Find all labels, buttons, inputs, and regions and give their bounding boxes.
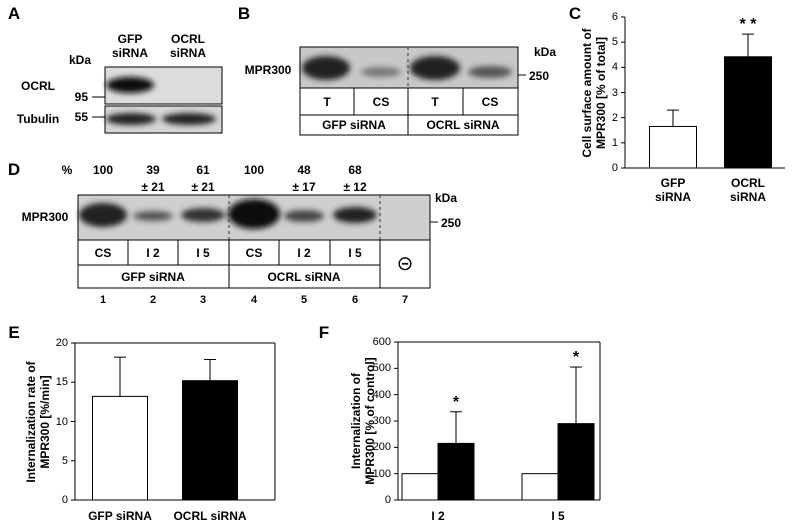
group-label: OCRL siRNA bbox=[267, 270, 341, 284]
panel-label: C bbox=[568, 4, 582, 23]
significance: * bbox=[572, 349, 580, 367]
bar bbox=[182, 380, 238, 501]
percent-sd: ± 21 bbox=[141, 180, 165, 194]
y-tick-label: 200 bbox=[372, 441, 391, 454]
lane-number: 6 bbox=[351, 294, 359, 306]
lane-number: 2 bbox=[149, 294, 157, 306]
y-tick-label: 400 bbox=[372, 388, 391, 401]
lane-number: 1 bbox=[99, 294, 107, 306]
percent-value: 100 bbox=[92, 163, 114, 177]
percent-sd: ± 17 bbox=[292, 180, 316, 194]
percent-value: 39 bbox=[146, 163, 160, 177]
y-tick-label: 5 bbox=[611, 36, 618, 49]
y-tick-label: 15 bbox=[55, 376, 68, 389]
y-axis-label: Cell surface amount of bbox=[580, 27, 594, 158]
percent-value: 48 bbox=[297, 163, 311, 177]
bar bbox=[557, 423, 595, 501]
protein-label: MPR300 bbox=[244, 63, 292, 77]
lane-label: T bbox=[431, 95, 439, 109]
marker-label: 250 bbox=[441, 216, 462, 230]
y-tick-label: 3 bbox=[611, 86, 618, 99]
panel-label: E bbox=[8, 323, 20, 342]
lane-label: CS bbox=[372, 95, 390, 109]
panel-label: A bbox=[7, 4, 21, 23]
protein-label: MPR300 bbox=[21, 210, 69, 224]
row-label: OCRL bbox=[21, 79, 55, 93]
control-label: ⊝ bbox=[396, 253, 414, 275]
percent-label: % bbox=[61, 163, 73, 177]
lane-number: 5 bbox=[300, 294, 308, 306]
lane-number: 4 bbox=[250, 294, 258, 306]
lane-number: 3 bbox=[199, 294, 207, 306]
y-axis-label: MPR300 [%/min] bbox=[38, 374, 52, 469]
row-label: Tubulin bbox=[16, 112, 60, 126]
y-tick-label: 5 bbox=[61, 454, 68, 467]
y-tick-label: 10 bbox=[55, 415, 68, 428]
percent-value: 61 bbox=[196, 163, 210, 177]
x-tick-label: I 2 bbox=[431, 509, 445, 523]
percent-sd: ± 21 bbox=[191, 180, 215, 194]
bar bbox=[92, 395, 148, 501]
marker-label: 95 bbox=[74, 90, 88, 104]
significance: * * bbox=[739, 16, 757, 34]
lane-label: I 5 bbox=[348, 246, 362, 260]
unit-label: kDa bbox=[533, 45, 557, 59]
blot-a bbox=[92, 66, 223, 134]
y-tick-label: 6 bbox=[611, 11, 618, 23]
y-tick-label: 1 bbox=[611, 136, 618, 149]
group-label: GFP siRNA bbox=[121, 270, 185, 284]
lane-label: CS bbox=[245, 246, 263, 260]
y-axis-label: MPR300 [% of total] bbox=[594, 36, 608, 149]
marker-label: 250 bbox=[529, 69, 550, 83]
lane-label: CS bbox=[481, 95, 499, 109]
blot-d bbox=[77, 194, 438, 289]
lane-number: 7 bbox=[401, 294, 409, 306]
panel-label: F bbox=[318, 323, 330, 342]
panel-label: B bbox=[237, 4, 251, 23]
y-tick-label: 0 bbox=[611, 162, 618, 174]
unit-label: kDa bbox=[434, 191, 458, 205]
marker-label: 55 bbox=[74, 110, 88, 124]
bar bbox=[724, 56, 772, 169]
bar bbox=[401, 473, 439, 501]
y-tick-label: 4 bbox=[611, 61, 618, 74]
blot-b bbox=[299, 46, 526, 136]
y-tick-label: 2 bbox=[611, 111, 618, 124]
lane-label: OCRL siRNA bbox=[169, 32, 206, 60]
unit-label: kDa bbox=[68, 53, 92, 67]
group-label: OCRL siRNA bbox=[426, 118, 500, 132]
panel-label: D bbox=[7, 160, 21, 179]
bar bbox=[437, 442, 475, 501]
x-tick-label: OCRL siRNA bbox=[729, 176, 766, 204]
percent-value: 68 bbox=[348, 163, 362, 177]
y-tick-label: 0 bbox=[384, 494, 391, 506]
y-axis-label: Internalization of bbox=[349, 373, 363, 469]
lane-label: GFP siRNA bbox=[111, 32, 148, 60]
y-axis-label: Internalization rate of bbox=[24, 360, 38, 483]
percent-value: 100 bbox=[243, 163, 265, 177]
percent-sd: ± 12 bbox=[343, 180, 367, 194]
bar bbox=[521, 473, 559, 501]
x-tick-label: I 5 bbox=[551, 509, 565, 523]
y-tick-label: 600 bbox=[372, 336, 391, 348]
lane-label: CS bbox=[94, 246, 112, 260]
lane-label: I 5 bbox=[196, 246, 210, 260]
x-tick-label: OCRL siRNA bbox=[173, 509, 247, 523]
significance: * bbox=[452, 393, 460, 411]
lane-label: T bbox=[323, 95, 331, 109]
y-tick-label: 500 bbox=[372, 362, 391, 375]
y-tick-label: 20 bbox=[55, 337, 68, 349]
x-tick-label: GFP siRNA bbox=[654, 176, 691, 204]
lane-label: I 2 bbox=[146, 246, 160, 260]
lane-label: I 2 bbox=[297, 246, 311, 260]
y-tick-label: 300 bbox=[372, 415, 391, 427]
y-tick-label: 100 bbox=[372, 467, 391, 480]
y-tick-label: 0 bbox=[61, 494, 68, 506]
x-tick-label: GFP siRNA bbox=[88, 509, 152, 523]
bar bbox=[649, 125, 697, 169]
group-label: GFP siRNA bbox=[322, 118, 386, 132]
